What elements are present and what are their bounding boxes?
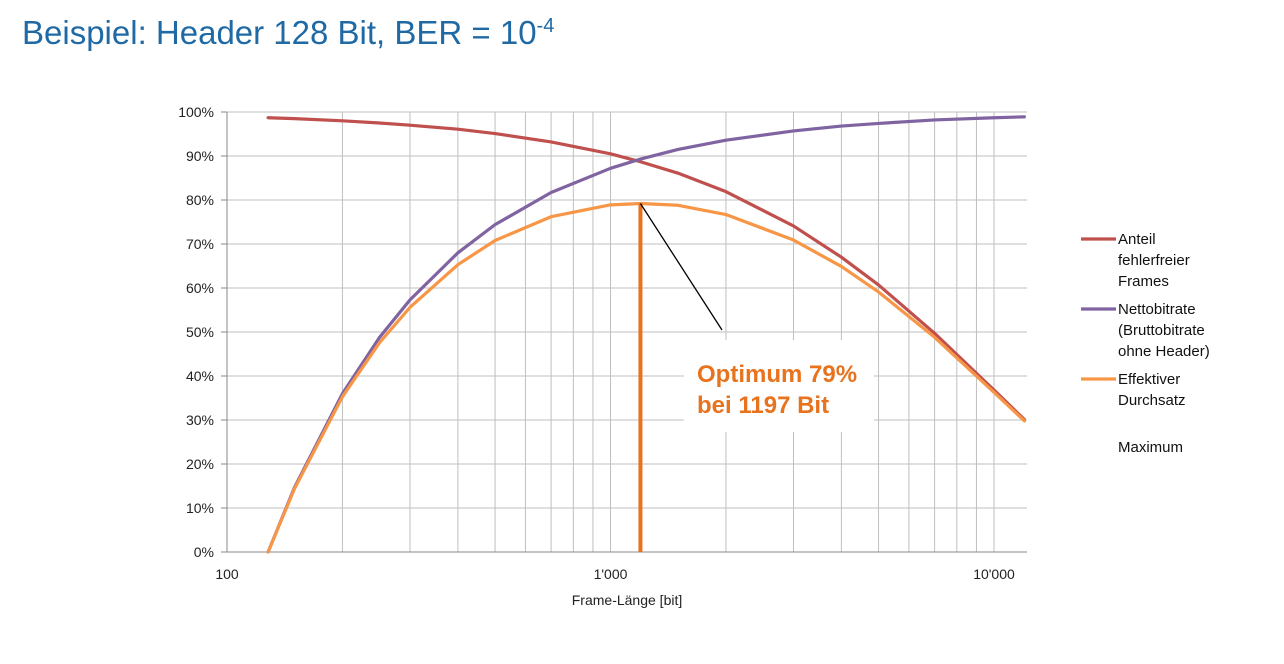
- annotation-text-line: Optimum 79%: [697, 361, 857, 388]
- annotation-layer: Optimum 79% bei 1197 Bit: [639, 203, 874, 432]
- legend-label-0: Anteil: [1118, 231, 1156, 248]
- x-axis-title: Frame-Länge [bit]: [572, 592, 683, 608]
- legend-label-2: Durchsatz: [1118, 392, 1186, 409]
- grid-layer: [227, 111, 1027, 552]
- y-tick-label: 50%: [186, 324, 214, 340]
- y-tick-label: 90%: [186, 148, 214, 164]
- series-line-0: [266, 116, 1026, 422]
- x-tick-label: 10'000: [973, 566, 1015, 582]
- series-line-1: [266, 115, 1026, 554]
- legend-label-0: fehlerfreier: [1118, 252, 1190, 269]
- annotation-text-line: bei 1197 Bit: [697, 392, 829, 419]
- y-tick-label: 10%: [186, 500, 214, 516]
- annotation-box: [684, 340, 874, 432]
- y-tick-label: 40%: [186, 368, 214, 384]
- y-tick-label: 30%: [186, 412, 214, 428]
- series-layer: [266, 115, 1026, 554]
- y-tick-label: 70%: [186, 236, 214, 252]
- y-tick-label: 0%: [194, 544, 214, 560]
- legend-label-0: Frames: [1118, 273, 1169, 290]
- series-line-2: [266, 201, 1026, 554]
- y-tick-label: 80%: [186, 192, 214, 208]
- legend-label-1: (Bruttobitrate: [1118, 322, 1205, 339]
- legend-label-1: ohne Header): [1118, 343, 1210, 360]
- axis-layer: 0% 10% 20% 30% 40% 50% 60% 70% 80% 90% 100% 100 1'00…: [178, 104, 1027, 608]
- x-tick-label: 1'000: [594, 566, 628, 582]
- slide-title-text: Beispiel: Header 128 Bit, BER = 10: [22, 14, 537, 51]
- y-tick-label: 60%: [186, 280, 214, 296]
- slide-title: Beispiel: Header 128 Bit, BER = 10-4: [22, 14, 554, 52]
- legend-layer: Anteil fehlerfreier Frames Nettobitrate (Bru…: [1081, 231, 1210, 456]
- y-tick-label: 20%: [186, 456, 214, 472]
- y-tick-label: 100%: [178, 104, 214, 120]
- legend-label-1: Nettobitrate: [1118, 301, 1196, 318]
- x-tick-label: 100: [215, 566, 239, 582]
- legend-label-3: Maximum: [1118, 439, 1183, 456]
- legend-label-2: Effektiver: [1118, 371, 1180, 388]
- annotation-leader-line: [639, 203, 723, 331]
- slide-title-exponent: -4: [536, 15, 555, 37]
